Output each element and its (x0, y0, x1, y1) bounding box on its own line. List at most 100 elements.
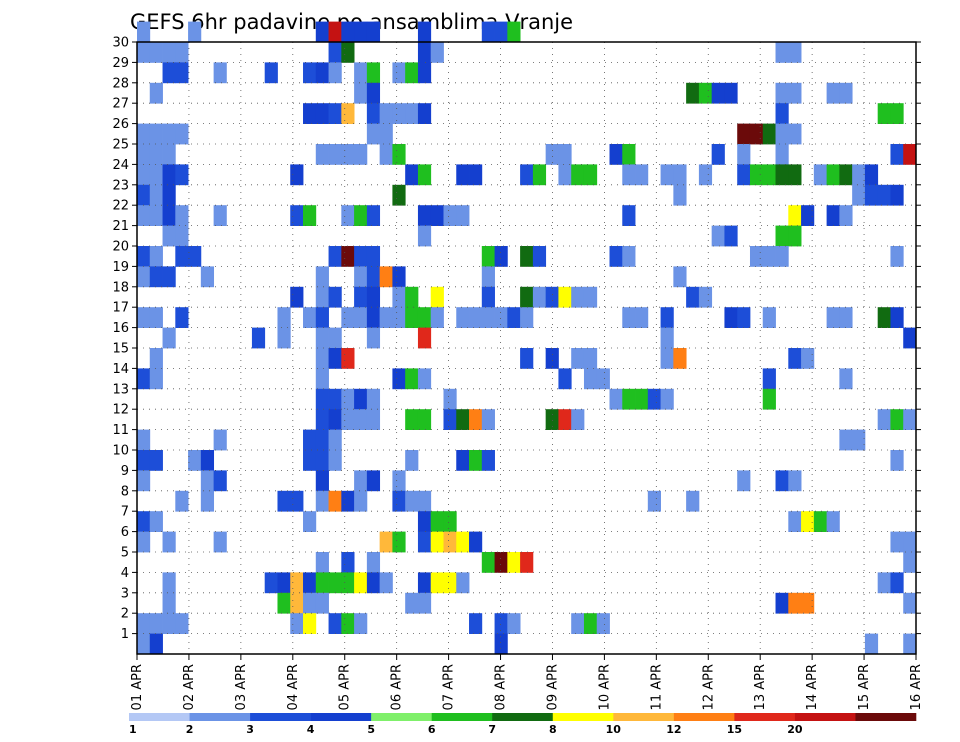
heatmap-cell (188, 21, 202, 43)
heatmap-cell (315, 368, 329, 390)
heatmap-cell (417, 327, 432, 349)
colorbar-label: 7 (488, 723, 496, 736)
heatmap-cell (149, 307, 163, 328)
heatmap-cell (469, 164, 483, 186)
heatmap-cell (520, 286, 534, 308)
heatmap-cell (673, 184, 687, 206)
heatmap-cell (762, 164, 776, 186)
heatmap-cell (788, 511, 802, 532)
heatmap-cell (366, 82, 381, 104)
heatmap-cell (328, 327, 342, 349)
heatmap-cell (635, 164, 649, 186)
heatmap-cell (417, 592, 432, 614)
heatmap-cell (328, 348, 342, 369)
heatmap-cell (162, 572, 176, 594)
heatmap-cell (213, 470, 227, 492)
heatmap-cell (469, 450, 483, 471)
heatmap-cell (137, 266, 151, 288)
y-tick-label: 10 (112, 444, 129, 459)
heatmap-cell (481, 409, 495, 430)
heatmap-cell (443, 572, 457, 594)
heatmap-cell (890, 409, 904, 430)
heatmap-cell (507, 552, 521, 573)
heatmap-cell (558, 409, 572, 430)
heatmap-cell (494, 307, 508, 328)
y-tick-label: 13 (112, 382, 129, 397)
heatmap-cell (775, 592, 789, 614)
heatmap-cell (673, 266, 687, 288)
heatmap-cell (149, 368, 163, 390)
heatmap-cell (137, 205, 151, 226)
heatmap-cell (405, 62, 419, 84)
heatmap-cell (162, 123, 176, 145)
heatmap-cell (545, 144, 559, 165)
y-tick-label: 27 (112, 97, 129, 112)
heatmap-cell (328, 450, 342, 471)
heatmap-cell (609, 144, 623, 165)
heatmap-cell (175, 205, 189, 226)
heatmap-cell (417, 21, 432, 43)
heatmap-cell (737, 123, 751, 145)
heatmap-cell (162, 613, 176, 634)
heatmap-cell (162, 531, 176, 553)
heatmap-cell (660, 164, 674, 186)
x-tick-label: 13 APR (753, 664, 768, 710)
heatmap-cell (532, 246, 547, 267)
heatmap-cell (596, 368, 610, 390)
heatmap-cell (469, 409, 483, 430)
heatmap-cell (303, 450, 317, 471)
heatmap-cell (622, 246, 636, 267)
heatmap-cell (749, 123, 764, 145)
heatmap-cell (890, 246, 904, 267)
heatmap-cell (303, 429, 317, 451)
x-tick-label: 05 APR (338, 664, 353, 710)
heatmap-cell (724, 225, 738, 247)
heatmap-cell (149, 82, 163, 104)
heatmap-cell (341, 103, 355, 124)
heatmap-cell (303, 613, 317, 634)
heatmap-cell (328, 103, 342, 124)
heatmap-cell (149, 123, 163, 145)
heatmap-cell (379, 531, 393, 553)
heatmap-cell (315, 592, 329, 614)
x-tick-label: 10 APR (597, 664, 612, 710)
y-tick-label: 6 (121, 525, 129, 540)
heatmap-cell (315, 21, 329, 43)
y-tick-label: 16 (112, 321, 129, 336)
heatmap-cell (315, 286, 329, 308)
heatmap-cell (175, 613, 189, 634)
heatmap-cell (417, 103, 432, 124)
heatmap-cell (341, 409, 355, 430)
heatmap-cell (737, 307, 751, 328)
heatmap-cell (366, 21, 381, 43)
heatmap-cell (839, 368, 853, 390)
y-tick-label: 4 (121, 566, 129, 581)
x-tick-label: 12 APR (701, 664, 716, 710)
heatmap-cell (366, 266, 381, 288)
heatmap-cell (149, 164, 163, 186)
colorbar-swatch (431, 713, 493, 721)
x-tick-label: 15 APR (857, 664, 872, 710)
heatmap-cell (417, 531, 432, 553)
heatmap-cell (315, 62, 329, 84)
y-tick-label: 7 (121, 505, 129, 520)
heatmap-cell (264, 572, 278, 594)
colorbar-swatch (673, 713, 735, 721)
heatmap-cell (341, 388, 355, 410)
heatmap-cell (200, 470, 215, 492)
heatmap-cell (852, 164, 866, 186)
heatmap-cell (507, 613, 521, 634)
heatmap-cell (775, 246, 789, 267)
heatmap-cell (864, 633, 879, 655)
heatmap-cell (149, 266, 163, 288)
y-tick-label: 2 (121, 607, 129, 622)
heatmap-cell (749, 246, 764, 267)
heatmap-cell (903, 327, 917, 349)
heatmap-cell (826, 511, 840, 532)
heatmap-cell (315, 144, 329, 165)
y-tick-label: 15 (112, 342, 129, 357)
heatmap-cell (609, 388, 623, 410)
heatmap-cell (673, 164, 687, 186)
heatmap-cell (149, 613, 163, 634)
heatmap-cell (149, 511, 163, 532)
